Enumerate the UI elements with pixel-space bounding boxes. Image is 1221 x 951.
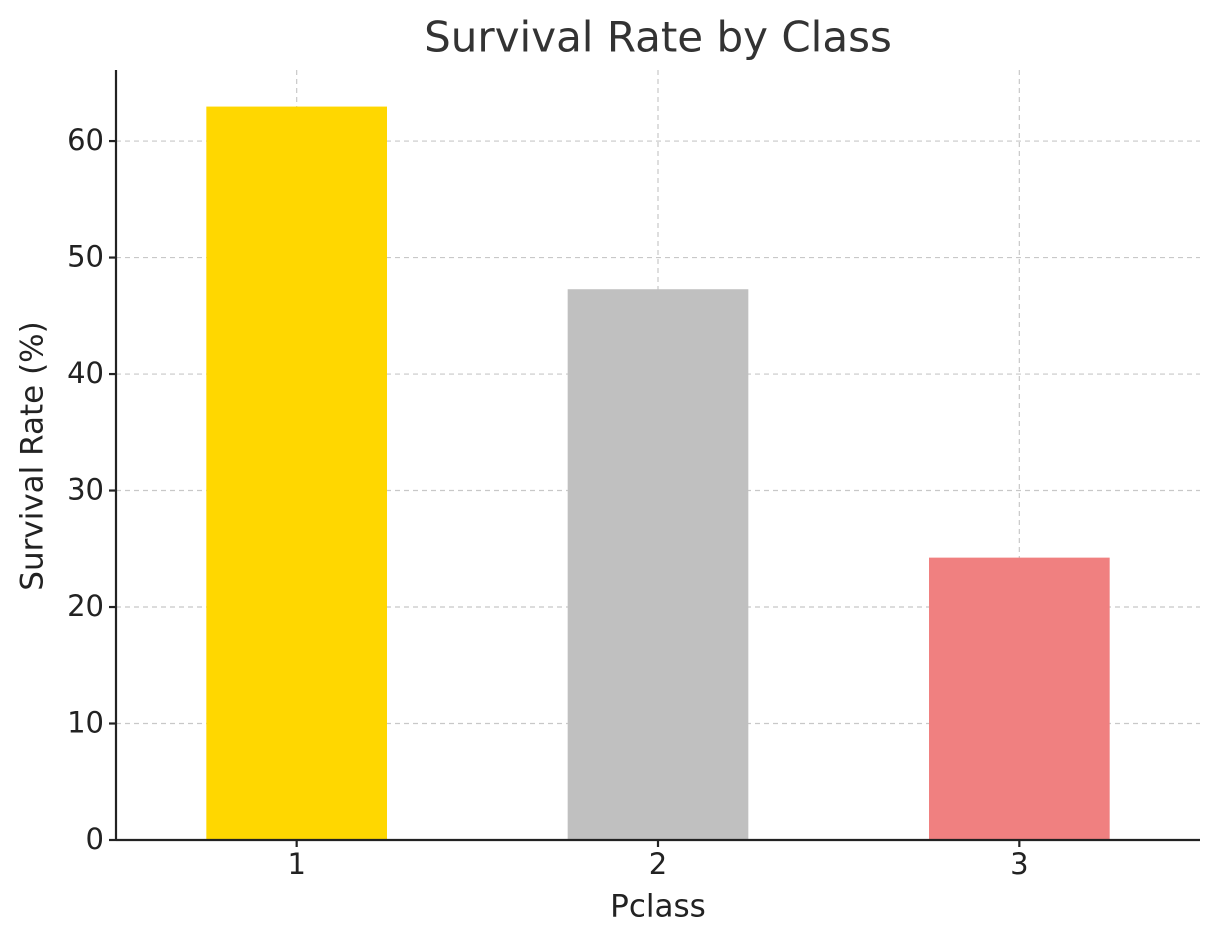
x-axis-label: Pclass: [610, 889, 706, 925]
y-tick-label: 60: [67, 123, 104, 157]
bar: [567, 289, 749, 840]
y-tick-label: 0: [86, 822, 104, 856]
y-tick-label: 20: [67, 589, 104, 623]
y-tick-label: 30: [67, 473, 104, 507]
x-tick-label: 3: [1010, 847, 1028, 881]
bar: [206, 106, 387, 841]
y-tick-label: 50: [67, 240, 104, 274]
x-tick-label: 1: [287, 847, 305, 881]
chart-title: Survival Rate by Class: [424, 13, 892, 62]
bar: [929, 557, 1110, 840]
y-axis-label: Survival Rate (%): [15, 321, 51, 590]
y-tick-label: 40: [67, 356, 104, 390]
x-tick-label: 2: [649, 847, 667, 881]
y-tick-label: 10: [67, 706, 104, 740]
